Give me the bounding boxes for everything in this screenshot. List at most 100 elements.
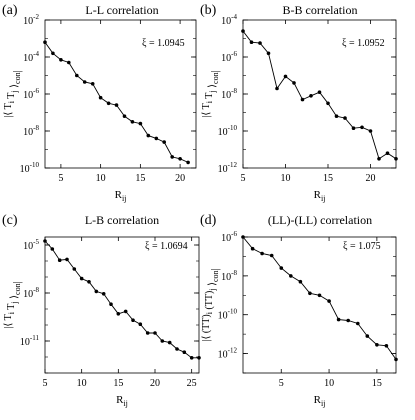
data-point — [50, 247, 55, 251]
data-point — [138, 121, 143, 126]
data-point — [59, 58, 63, 62]
x-tick-label: 10 — [77, 378, 87, 389]
data-point — [356, 321, 360, 326]
data-point — [122, 114, 127, 118]
data-point — [368, 129, 373, 133]
data-point — [249, 40, 254, 44]
chart-title: L-L correlation — [85, 3, 158, 17]
data-point — [346, 318, 351, 323]
y-tick-label: 10-8 — [23, 124, 39, 138]
data-point — [57, 258, 62, 263]
x-tick-label: 25 — [187, 378, 197, 389]
data-point — [186, 160, 190, 165]
data-point — [154, 136, 159, 141]
data-point — [51, 51, 55, 56]
data-point — [326, 101, 330, 106]
y-axis-label: |⟨ Ti Tj ⟩con| — [201, 70, 221, 117]
data-point — [87, 280, 91, 284]
data-point — [334, 114, 339, 118]
data-point — [109, 302, 113, 307]
data-point — [266, 51, 271, 56]
data-point — [175, 347, 179, 351]
xi-annotation: ξ = 1.075 — [343, 241, 381, 252]
data-point — [178, 157, 182, 161]
x-tick-label: 20 — [366, 173, 376, 184]
data-point — [394, 357, 398, 362]
y-tick-label: 10-4 — [23, 50, 39, 64]
data-point — [283, 74, 288, 79]
panel-a: (a) L-L correlation 5 10 15 20 10-10 10-8 10-6 10… — [2, 3, 197, 203]
data-point — [197, 356, 201, 360]
y-tick-label: 10-6 — [23, 87, 39, 101]
y-tick-label: 10-10 — [218, 124, 238, 138]
xi-annotation: ξ = 1.0952 — [342, 38, 385, 49]
x-tick-label: 10 — [96, 173, 106, 184]
y-tick-label: 10-10 — [20, 161, 40, 175]
data-point — [308, 291, 312, 296]
x-axis-label: Rij — [314, 394, 326, 408]
data-point — [138, 322, 143, 327]
x-tick-label: 5 — [279, 378, 284, 389]
data-point — [279, 266, 284, 270]
y-tick-label: 10-6 — [221, 230, 237, 244]
x-axis-label: Rij — [116, 394, 128, 408]
data-point — [106, 101, 111, 106]
y-tick-label: 10-12 — [218, 347, 238, 361]
data-point — [101, 292, 106, 296]
data-point — [160, 339, 165, 343]
data-point — [123, 309, 128, 314]
data-point — [289, 274, 293, 278]
data-point — [75, 73, 79, 78]
data-point — [170, 155, 174, 159]
x-tick-label: 20 — [150, 378, 160, 389]
data-point — [82, 80, 87, 84]
y-axis-label: |⟨ (TT)i (TT)j ⟩con| — [201, 268, 221, 341]
chart-title: B-B correlation — [283, 3, 358, 17]
data-point — [72, 267, 77, 271]
data-point — [130, 120, 135, 124]
data-point — [298, 279, 303, 284]
axes-frame — [242, 236, 397, 374]
data-point — [241, 235, 245, 239]
data-point — [351, 126, 356, 130]
data-point — [309, 94, 313, 98]
data-point — [43, 40, 47, 44]
y-axis-label: |⟨ Ti Tj ⟩con| — [3, 70, 23, 117]
data-point — [300, 97, 305, 102]
xi-annotation: ξ = 1.0945 — [142, 38, 185, 49]
data-point — [94, 289, 99, 294]
data-point — [360, 125, 364, 130]
x-tick-label: 5 — [241, 173, 246, 184]
series-line — [44, 240, 199, 359]
x-tick-label: 15 — [113, 378, 123, 389]
data-point — [317, 90, 322, 94]
panel-label: (a) — [2, 3, 18, 18]
y-tick-label: 10-8 — [221, 269, 237, 283]
axes-frame — [44, 236, 200, 374]
series-line — [242, 236, 397, 360]
data-point — [365, 334, 370, 338]
y-tick-label: 10-6 — [221, 50, 237, 64]
data-point — [241, 29, 245, 33]
panel-label: (b) — [200, 3, 217, 18]
data-point — [385, 151, 390, 155]
y-tick-label: 10-8 — [23, 286, 39, 300]
data-point — [146, 133, 151, 138]
panel-c: (c) L-B correlation 5 10 15 20 25 10-11 10-8 10-5… — [2, 213, 201, 408]
y-tick-label: 10-2 — [23, 13, 39, 27]
x-tick-label: 15 — [372, 378, 382, 389]
data-point — [377, 157, 381, 161]
x-tick-label: 15 — [323, 173, 333, 184]
x-tick-label: 10 — [324, 378, 334, 389]
panel-label: (c) — [2, 213, 18, 228]
data-point — [394, 157, 398, 161]
xi-annotation: ξ = 1.0694 — [145, 241, 188, 252]
data-point — [258, 41, 262, 45]
x-tick-label: 5 — [58, 173, 63, 184]
x-axis-label: Rij — [314, 189, 326, 203]
data-point — [98, 95, 103, 100]
data-point — [336, 317, 341, 322]
panel-label: (d) — [200, 213, 217, 228]
x-tick-label: 20 — [175, 173, 185, 184]
